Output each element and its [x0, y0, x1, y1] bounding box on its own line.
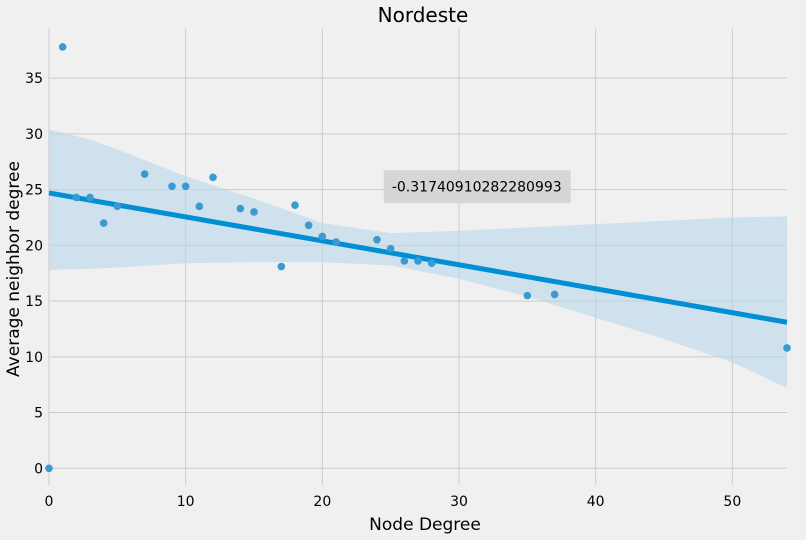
data-point	[523, 291, 532, 300]
data-point	[304, 221, 313, 230]
data-point	[332, 238, 340, 246]
data-point	[783, 344, 791, 352]
y-tick-label: 5	[34, 406, 43, 422]
y-tick-label: 10	[25, 350, 43, 366]
data-point	[386, 244, 395, 253]
data-point	[99, 219, 108, 227]
y-axis-label: Average neighbor degree	[4, 161, 24, 377]
data-point	[414, 257, 422, 265]
x-tick-label: 50	[723, 494, 741, 510]
chart-title: Nordeste	[378, 3, 469, 27]
data-point	[113, 202, 122, 211]
data-point	[72, 193, 81, 202]
data-points	[45, 43, 791, 473]
annotation-text: -0.31740910282280993	[392, 179, 562, 195]
tick-labels: 0 10 20 30 40 50 0 5 10 15 20 25 30 35	[25, 71, 741, 510]
data-point	[195, 202, 204, 211]
data-point	[318, 232, 327, 241]
y-tick-label: 30	[25, 127, 43, 143]
data-point	[236, 204, 245, 213]
data-point	[250, 208, 258, 216]
y-tick-label: 20	[25, 238, 43, 254]
annotation-box	[383, 170, 571, 204]
x-tick-label: 0	[45, 494, 54, 510]
data-point	[45, 464, 53, 473]
annotation-group: -0.31740910282280993	[383, 170, 571, 204]
x-tick-label: 30	[450, 494, 468, 510]
x-tick-label: 40	[587, 494, 605, 510]
data-point	[427, 259, 436, 267]
data-point	[291, 201, 299, 210]
x-tick-label: 20	[313, 494, 331, 510]
data-point	[373, 235, 381, 244]
data-point	[277, 262, 286, 271]
data-point	[58, 43, 67, 51]
data-point	[400, 257, 409, 265]
data-point	[140, 170, 149, 178]
x-tick-label: 10	[177, 494, 195, 510]
y-tick-label: 35	[25, 71, 43, 87]
data-point	[168, 182, 176, 191]
y-tick-label: 15	[25, 294, 43, 310]
y-tick-label: 0	[34, 461, 43, 477]
y-tick-label: 25	[25, 183, 43, 199]
data-point	[209, 173, 217, 182]
data-point	[181, 182, 190, 191]
x-axis-label: Node Degree	[369, 515, 481, 535]
data-point	[86, 193, 94, 202]
data-point	[550, 290, 559, 299]
